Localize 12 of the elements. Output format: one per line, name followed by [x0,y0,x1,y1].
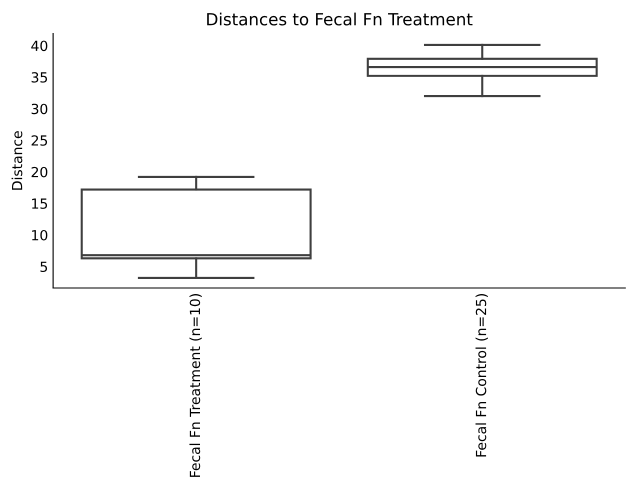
x-tick-label: Fecal Fn Control (n=25) [476,294,488,456]
y-tick-label: 10 [32,230,48,240]
y-tick-label: 5 [40,262,48,272]
y-axis-title: Distance [12,131,22,190]
y-tick-label: 15 [32,198,48,209]
y-tick-label: 30 [32,104,48,114]
y-tick-label: 40 [31,40,48,52]
chart-title: Distances to Fecal Fn Treatment [207,12,472,26]
x-tick-label: Fecal Fn Treatment (n=10) [189,294,202,477]
y-tick-label: 25 [32,135,48,146]
y-tick-label: 20 [32,166,48,178]
y-tick-label: 35 [32,72,48,83]
